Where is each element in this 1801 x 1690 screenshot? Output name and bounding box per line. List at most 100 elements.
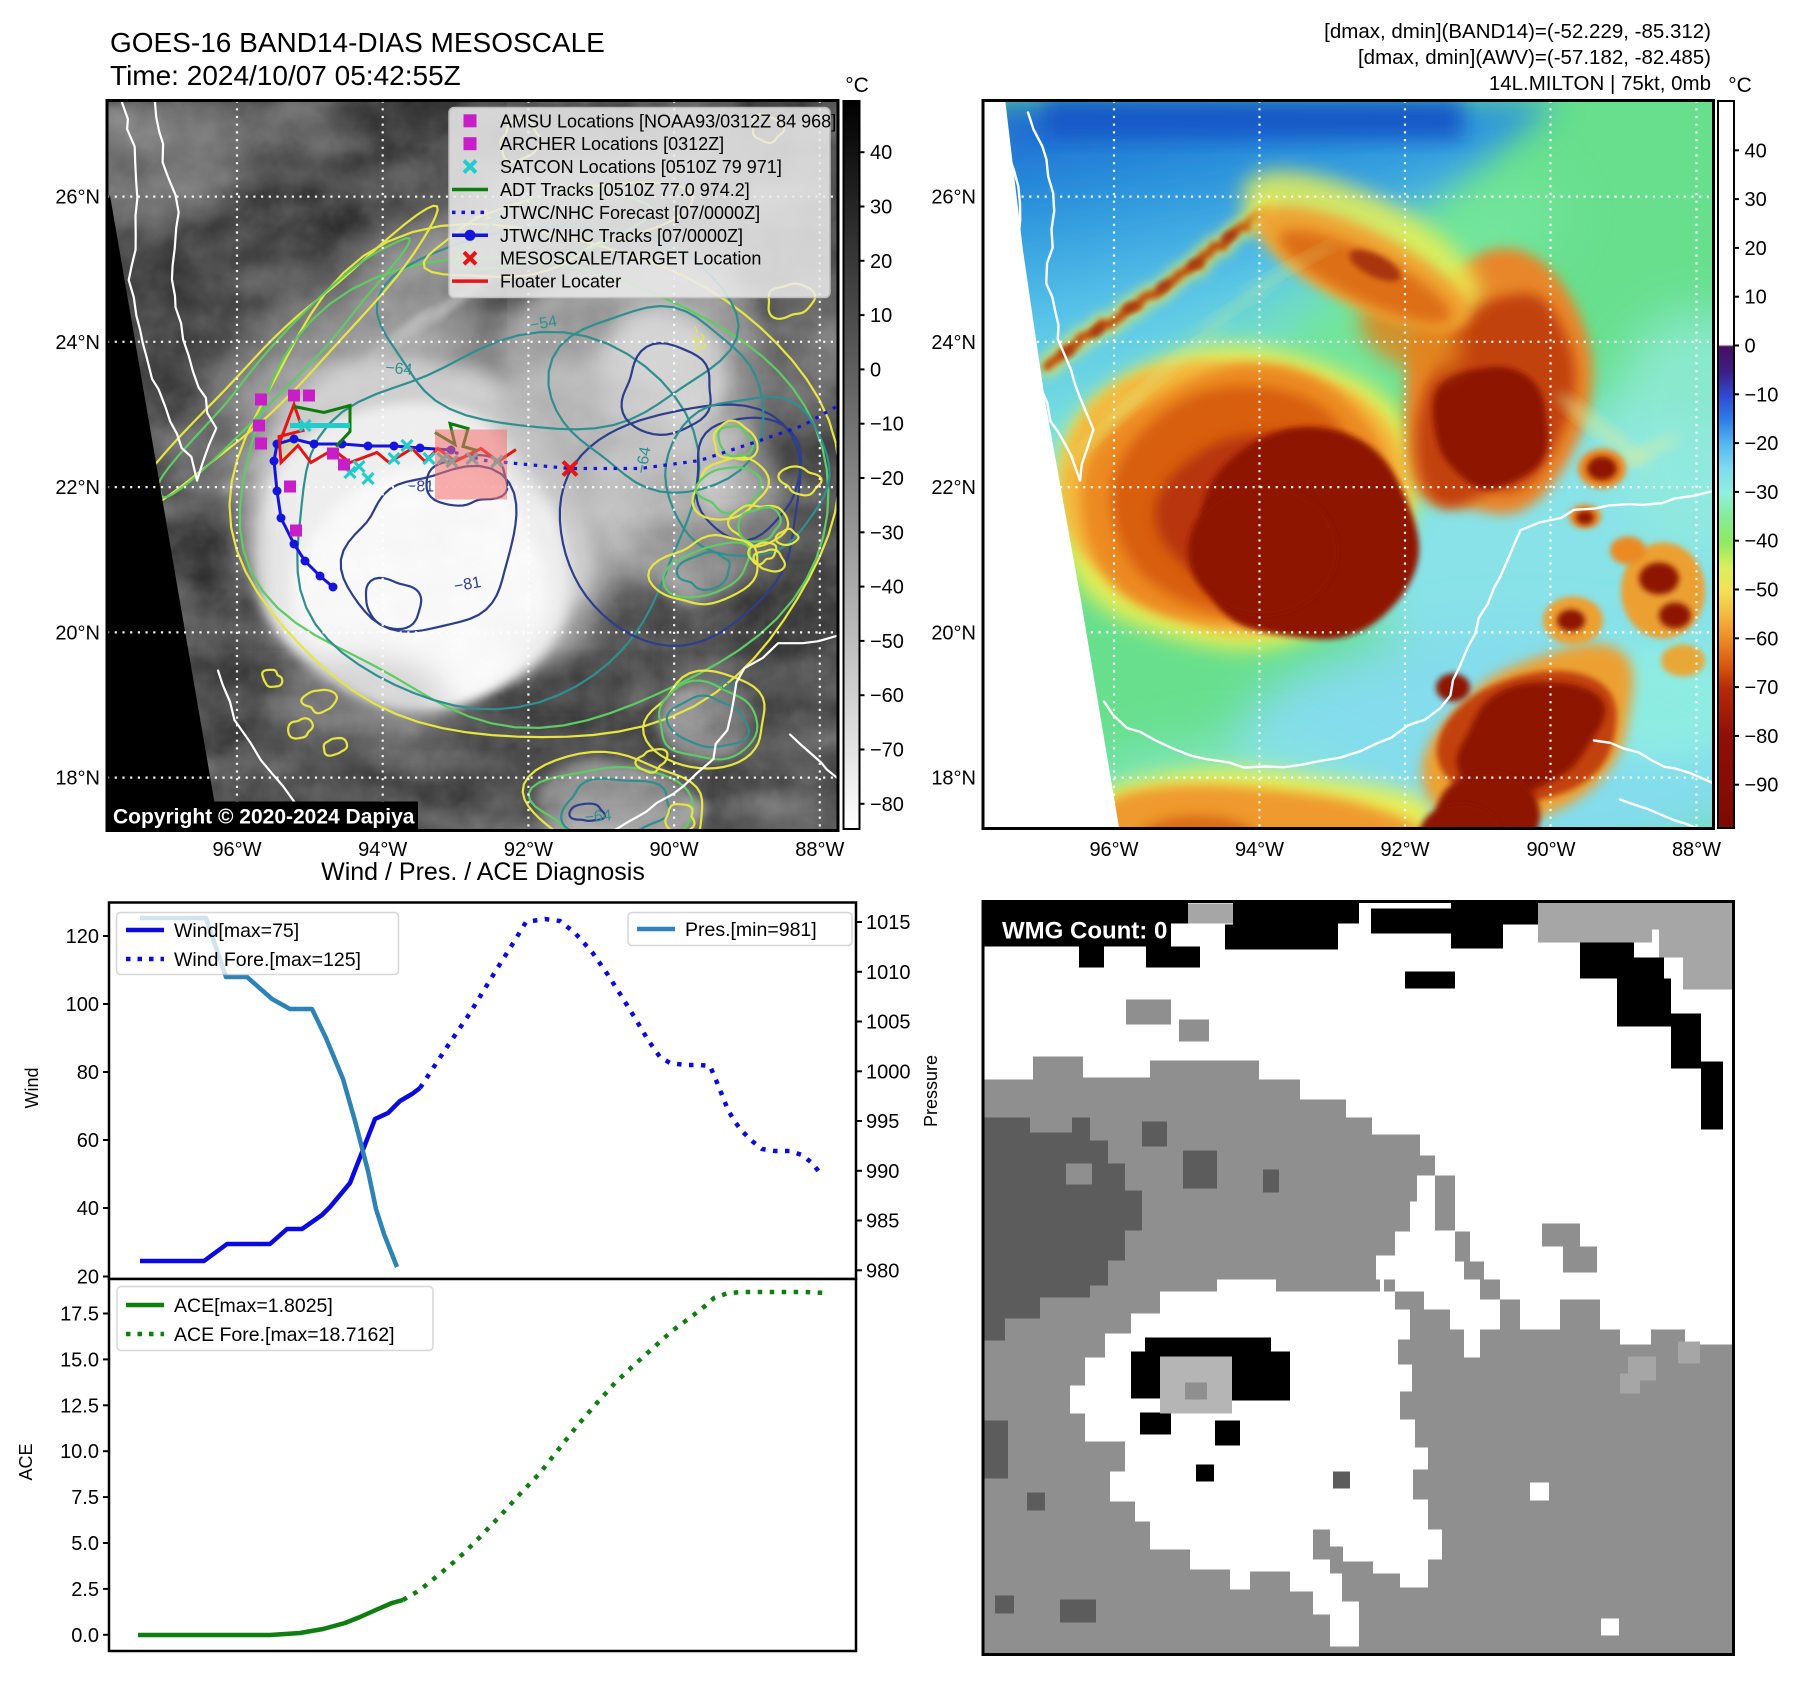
svg-text:2.5: 2.5 xyxy=(71,1579,99,1601)
svg-text:80: 80 xyxy=(77,1062,99,1084)
svg-text:90°W: 90°W xyxy=(1526,839,1575,861)
svg-text:−80: −80 xyxy=(870,794,904,816)
svg-text:−64: −64 xyxy=(584,807,613,826)
svg-text:96°W: 96°W xyxy=(1089,839,1138,861)
svg-text:5.0: 5.0 xyxy=(71,1533,99,1555)
svg-text:Copyright © 2020-2024 Dapiya: Copyright © 2020-2024 Dapiya xyxy=(113,806,415,829)
svg-text:20°N: 20°N xyxy=(55,622,100,644)
svg-text:1015: 1015 xyxy=(866,912,911,934)
svg-text:−20: −20 xyxy=(1745,433,1779,455)
svg-text:−64: −64 xyxy=(633,445,654,475)
svg-text:−64: −64 xyxy=(385,360,414,379)
svg-text:10: 10 xyxy=(870,305,892,327)
svg-text:26°N: 26°N xyxy=(55,187,100,209)
svg-text:[dmax, dmin](BAND14)=(-52.229,: [dmax, dmin](BAND14)=(-52.229, -85.312) xyxy=(1324,20,1711,43)
svg-text:Time: 2024/10/07 05:42:55Z: Time: 2024/10/07 05:42:55Z xyxy=(110,60,461,91)
svg-text:−70: −70 xyxy=(870,740,904,762)
svg-text:Pressure: Pressure xyxy=(921,1055,941,1127)
svg-text:[dmax, dmin](AWV)=(-57.182, -8: [dmax, dmin](AWV)=(-57.182, -82.485) xyxy=(1358,46,1711,69)
svg-text:96°W: 96°W xyxy=(212,839,261,861)
svg-text:14L.MILTON | 75kt, 0mb: 14L.MILTON | 75kt, 0mb xyxy=(1489,72,1711,95)
svg-text:1000: 1000 xyxy=(866,1061,911,1083)
svg-text:10.0: 10.0 xyxy=(60,1441,99,1463)
svg-text:−50: −50 xyxy=(870,631,904,653)
svg-text:−50: −50 xyxy=(1745,580,1779,602)
svg-text:94°W: 94°W xyxy=(358,839,407,861)
svg-text:−54: −54 xyxy=(529,313,559,334)
svg-text:−81: −81 xyxy=(407,479,434,496)
svg-text:40: 40 xyxy=(1745,140,1767,162)
svg-text:30: 30 xyxy=(870,197,892,219)
svg-text:18°N: 18°N xyxy=(55,768,100,790)
svg-text:ACE Fore.[max=18.7162]: ACE Fore.[max=18.7162] xyxy=(174,1324,395,1346)
svg-text:60: 60 xyxy=(77,1130,99,1152)
svg-text:1005: 1005 xyxy=(866,1012,911,1034)
svg-text:Wind[max=75]: Wind[max=75] xyxy=(174,920,299,942)
svg-text:1010: 1010 xyxy=(866,962,911,984)
svg-text:−81: −81 xyxy=(453,574,483,595)
svg-text:°C: °C xyxy=(1728,74,1752,97)
svg-text:−70: −70 xyxy=(1745,677,1779,699)
svg-text:−30: −30 xyxy=(870,522,904,544)
svg-text:−40: −40 xyxy=(870,577,904,599)
svg-text:WMG Count: 0: WMG Count: 0 xyxy=(1002,918,1167,945)
svg-text:−31: −31 xyxy=(686,323,709,354)
svg-text:40: 40 xyxy=(870,142,892,164)
svg-text:985: 985 xyxy=(866,1211,899,1233)
svg-text:0: 0 xyxy=(1745,336,1756,358)
svg-text:20: 20 xyxy=(77,1267,99,1289)
svg-text:−80: −80 xyxy=(1745,726,1779,748)
svg-text:ADT Tracks [0510Z 77.0 974.2]: ADT Tracks [0510Z 77.0 974.2] xyxy=(500,180,750,200)
svg-text:92°W: 92°W xyxy=(504,839,553,861)
svg-text:20°N: 20°N xyxy=(931,622,976,644)
svg-text:24°N: 24°N xyxy=(931,332,976,354)
svg-text:−64: −64 xyxy=(710,675,739,696)
svg-text:Pres.[min=981]: Pres.[min=981] xyxy=(685,919,817,941)
svg-text:88°W: 88°W xyxy=(795,839,844,861)
svg-text:7.5: 7.5 xyxy=(71,1487,99,1509)
svg-text:17.5: 17.5 xyxy=(60,1304,99,1326)
svg-text:30: 30 xyxy=(1745,189,1767,211)
svg-text:90°W: 90°W xyxy=(650,839,699,861)
svg-text:Wind / Pres. / ACE Diagnosis: Wind / Pres. / ACE Diagnosis xyxy=(321,858,645,886)
svg-text:JTWC/NHC Forecast [07/0000Z]: JTWC/NHC Forecast [07/0000Z] xyxy=(500,203,760,223)
svg-text:−10: −10 xyxy=(870,414,904,436)
svg-text:MESOSCALE/TARGET Location: MESOSCALE/TARGET Location xyxy=(500,249,761,269)
svg-text:−20: −20 xyxy=(870,468,904,490)
svg-text:18°N: 18°N xyxy=(931,768,976,790)
svg-text:990: 990 xyxy=(866,1161,899,1183)
svg-text:°C: °C xyxy=(845,74,869,97)
svg-text:12.5: 12.5 xyxy=(60,1395,99,1417)
svg-text:ARCHER Locations [0312Z]: ARCHER Locations [0312Z] xyxy=(500,134,724,154)
svg-text:ACE[max=1.8025]: ACE[max=1.8025] xyxy=(174,1295,333,1317)
svg-text:22°N: 22°N xyxy=(55,477,100,499)
svg-text:−30: −30 xyxy=(1745,482,1779,504)
svg-text:SATCON Locations [0510Z 79 971: SATCON Locations [0510Z 79 971] xyxy=(500,157,782,177)
svg-text:995: 995 xyxy=(866,1111,899,1133)
svg-text:−60: −60 xyxy=(870,685,904,707)
svg-text:92°W: 92°W xyxy=(1380,839,1429,861)
svg-text:10: 10 xyxy=(1745,287,1767,309)
svg-text:94°W: 94°W xyxy=(1235,839,1284,861)
svg-text:Floater Locater: Floater Locater xyxy=(500,272,621,292)
svg-text:−40: −40 xyxy=(1745,531,1779,553)
svg-text:980: 980 xyxy=(866,1260,899,1282)
svg-text:Wind Fore.[max=125]: Wind Fore.[max=125] xyxy=(174,949,361,971)
svg-text:88°W: 88°W xyxy=(1672,839,1721,861)
svg-text:−90: −90 xyxy=(1745,775,1779,797)
svg-text:15.0: 15.0 xyxy=(60,1349,99,1371)
svg-text:100: 100 xyxy=(66,994,99,1016)
svg-text:ACE: ACE xyxy=(16,1443,36,1480)
svg-text:AMSU Locations [NOAA93/0312Z 8: AMSU Locations [NOAA93/0312Z 84 968] xyxy=(500,111,836,131)
svg-text:−60: −60 xyxy=(1745,628,1779,650)
svg-text:22°N: 22°N xyxy=(931,477,976,499)
svg-text:0: 0 xyxy=(870,359,881,381)
svg-text:−10: −10 xyxy=(1745,384,1779,406)
svg-text:24°N: 24°N xyxy=(55,332,100,354)
svg-text:Wind: Wind xyxy=(22,1067,42,1108)
svg-text:20: 20 xyxy=(1745,238,1767,260)
svg-text:GOES-16 BAND14-DIAS MESOSCALE: GOES-16 BAND14-DIAS MESOSCALE xyxy=(110,27,605,58)
svg-text:JTWC/NHC Tracks [07/0000Z]: JTWC/NHC Tracks [07/0000Z] xyxy=(500,226,743,246)
svg-text:120: 120 xyxy=(66,926,99,948)
svg-text:20: 20 xyxy=(870,251,892,273)
